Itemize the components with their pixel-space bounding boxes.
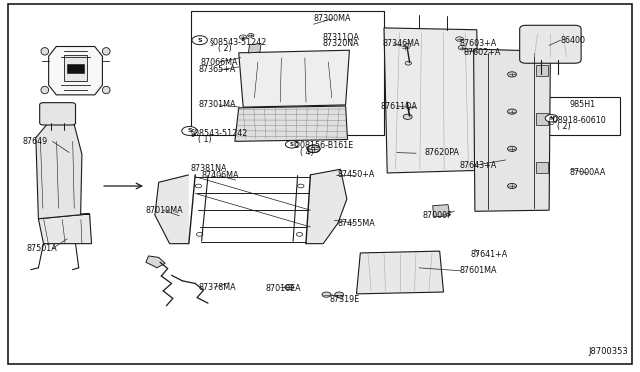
- Text: N: N: [549, 116, 554, 121]
- Circle shape: [508, 109, 516, 114]
- Text: 87066MA: 87066MA: [200, 58, 238, 67]
- Text: §08543-51242: §08543-51242: [191, 128, 248, 137]
- Text: 87010EA: 87010EA: [266, 284, 301, 293]
- Circle shape: [545, 115, 558, 122]
- Polygon shape: [248, 44, 261, 53]
- Text: §08543-51242: §08543-51242: [210, 37, 268, 46]
- Text: 87602+A: 87602+A: [463, 48, 500, 57]
- Text: ( 2): ( 2): [218, 44, 231, 53]
- Polygon shape: [38, 214, 92, 244]
- Circle shape: [285, 141, 298, 148]
- Polygon shape: [235, 106, 348, 141]
- Circle shape: [192, 36, 207, 45]
- Text: 87311QA: 87311QA: [323, 33, 360, 42]
- Circle shape: [335, 292, 344, 297]
- Polygon shape: [306, 169, 347, 244]
- FancyBboxPatch shape: [520, 25, 581, 63]
- Bar: [536, 113, 548, 125]
- Circle shape: [405, 61, 412, 65]
- Polygon shape: [239, 50, 349, 107]
- Circle shape: [458, 45, 466, 50]
- Text: 87641+A: 87641+A: [470, 250, 508, 259]
- Text: 87381NA: 87381NA: [191, 164, 227, 173]
- Text: 985H1: 985H1: [570, 100, 596, 109]
- Circle shape: [285, 285, 294, 290]
- Text: 87301MA: 87301MA: [198, 100, 236, 109]
- Text: 87649: 87649: [22, 137, 47, 146]
- Bar: [67, 64, 84, 73]
- Polygon shape: [36, 121, 90, 219]
- Circle shape: [248, 33, 254, 37]
- Text: 87501A: 87501A: [27, 244, 58, 253]
- Circle shape: [196, 232, 203, 236]
- Text: 87406MA: 87406MA: [202, 171, 239, 180]
- Circle shape: [239, 35, 247, 39]
- Bar: [549, 97, 620, 135]
- Text: S: S: [290, 142, 294, 147]
- Circle shape: [508, 183, 516, 189]
- Ellipse shape: [41, 48, 49, 55]
- Text: 87450+A: 87450+A: [337, 170, 374, 179]
- Text: 87320NA: 87320NA: [323, 39, 359, 48]
- Text: S: S: [197, 38, 202, 43]
- Circle shape: [456, 37, 463, 41]
- Circle shape: [182, 126, 197, 135]
- Text: S: S: [187, 128, 192, 134]
- Text: 87643+A: 87643+A: [460, 161, 497, 170]
- Text: ⓝ08918-60610: ⓝ08918-60610: [549, 115, 607, 124]
- Polygon shape: [474, 49, 550, 211]
- Circle shape: [508, 146, 516, 151]
- Text: 87000F: 87000F: [422, 211, 452, 219]
- Bar: [536, 65, 548, 76]
- Text: 87378MA: 87378MA: [198, 283, 236, 292]
- Circle shape: [322, 292, 331, 297]
- Text: 87620PA: 87620PA: [425, 148, 460, 157]
- Ellipse shape: [102, 86, 110, 94]
- Text: 87611QA: 87611QA: [380, 102, 417, 110]
- Polygon shape: [155, 175, 189, 244]
- Text: 87346MA: 87346MA: [383, 39, 420, 48]
- Circle shape: [298, 184, 304, 188]
- Circle shape: [403, 114, 412, 119]
- Bar: [536, 162, 548, 173]
- Ellipse shape: [102, 48, 110, 55]
- Ellipse shape: [41, 86, 49, 94]
- Polygon shape: [146, 256, 165, 268]
- Text: ( 4): ( 4): [300, 148, 313, 157]
- Text: J8700353: J8700353: [589, 347, 628, 356]
- Text: 87601MA: 87601MA: [460, 266, 497, 275]
- Circle shape: [307, 145, 320, 153]
- Polygon shape: [49, 46, 102, 95]
- Circle shape: [296, 232, 303, 236]
- Text: 87000AA: 87000AA: [570, 169, 606, 177]
- Text: 87319E: 87319E: [330, 295, 360, 304]
- FancyBboxPatch shape: [40, 103, 76, 125]
- Circle shape: [401, 46, 409, 51]
- Circle shape: [404, 44, 411, 47]
- Polygon shape: [433, 205, 450, 217]
- Text: 87300MA: 87300MA: [314, 14, 351, 23]
- Circle shape: [195, 184, 202, 188]
- Text: 87365+A: 87365+A: [198, 65, 236, 74]
- Text: 87603+A: 87603+A: [460, 39, 497, 48]
- Text: ( 2): ( 2): [557, 122, 570, 131]
- Polygon shape: [356, 251, 444, 294]
- Circle shape: [307, 145, 320, 153]
- Bar: [191, 11, 384, 135]
- Bar: [64, 55, 87, 81]
- Text: 86400: 86400: [561, 36, 586, 45]
- Text: ©08156-B161E: ©08156-B161E: [293, 141, 355, 150]
- Circle shape: [508, 72, 516, 77]
- Text: 87455MA: 87455MA: [337, 219, 375, 228]
- Polygon shape: [384, 28, 479, 173]
- Text: 87019MA: 87019MA: [146, 206, 184, 215]
- Text: ( 1): ( 1): [198, 135, 212, 144]
